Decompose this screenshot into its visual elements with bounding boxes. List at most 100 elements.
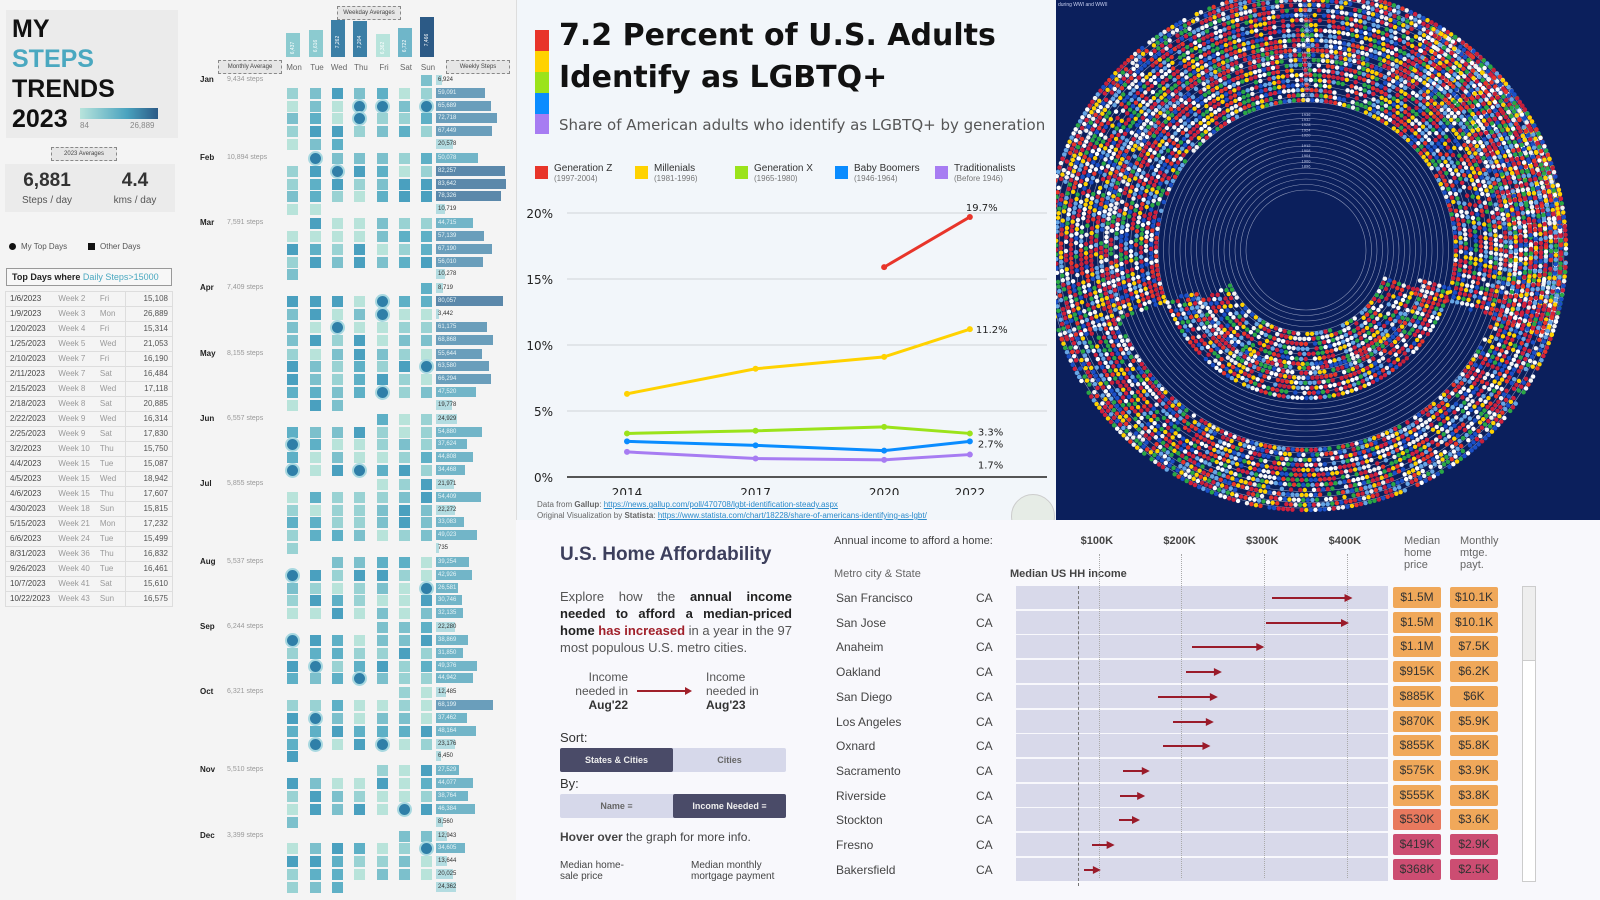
- data-point[interactable]: [624, 438, 630, 445]
- day-cell[interactable]: [399, 791, 410, 802]
- day-cell[interactable]: [354, 87, 365, 99]
- day-cell[interactable]: [399, 687, 410, 699]
- weekly-steps-bar[interactable]: [436, 374, 492, 385]
- top-day-row[interactable]: 4/30/2023 Week 18 Sun 15,815: [6, 502, 172, 517]
- top-day-cell[interactable]: [287, 465, 298, 476]
- day-cell[interactable]: [421, 178, 432, 190]
- day-cell[interactable]: [332, 673, 343, 685]
- day-cell[interactable]: [332, 660, 343, 672]
- day-cell[interactable]: [310, 309, 321, 320]
- data-point[interactable]: [752, 455, 759, 462]
- weekly-steps-bar[interactable]: [436, 479, 455, 489]
- day-cell[interactable]: [399, 660, 410, 672]
- day-cell[interactable]: [399, 582, 410, 594]
- day-cell[interactable]: [287, 204, 298, 216]
- day-cell[interactable]: [287, 243, 298, 255]
- data-point[interactable]: [881, 264, 888, 271]
- day-cell[interactable]: [310, 139, 321, 150]
- top-day-row[interactable]: 2/15/2023 Week 8 Wed 17,118: [6, 382, 172, 397]
- day-cell[interactable]: [421, 803, 432, 815]
- day-cell[interactable]: [287, 713, 298, 724]
- day-cell[interactable]: [399, 413, 410, 425]
- day-cell[interactable]: [421, 608, 432, 620]
- legend-item[interactable]: Traditionalists (Before 1946): [935, 163, 1015, 183]
- day-cell[interactable]: [310, 178, 321, 190]
- day-cell[interactable]: [399, 113, 410, 125]
- day-cell[interactable]: [287, 256, 298, 268]
- day-cell[interactable]: [287, 387, 298, 398]
- day-cell[interactable]: [287, 700, 298, 712]
- day-cell[interactable]: [354, 557, 365, 568]
- top-day-cell[interactable]: [310, 713, 321, 724]
- day-cell[interactable]: [399, 191, 410, 203]
- day-cell[interactable]: [310, 334, 321, 346]
- day-cell[interactable]: [421, 465, 432, 476]
- day-cell[interactable]: [332, 713, 343, 724]
- day-cell[interactable]: [310, 725, 321, 737]
- top-day-cell[interactable]: [354, 100, 365, 112]
- day-cell[interactable]: [377, 426, 388, 438]
- data-point[interactable]: [624, 448, 630, 455]
- day-cell[interactable]: [310, 191, 321, 203]
- weekly-steps-bar[interactable]: [436, 725, 477, 736]
- day-cell[interactable]: [332, 595, 343, 607]
- day-cell[interactable]: [310, 100, 321, 112]
- day-cell[interactable]: [332, 517, 343, 529]
- day-cell[interactable]: [287, 803, 298, 815]
- weekly-steps-bar[interactable]: [436, 75, 442, 85]
- day-cell[interactable]: [287, 530, 298, 542]
- day-cell[interactable]: [354, 569, 365, 581]
- day-cell[interactable]: [399, 218, 410, 230]
- day-cell[interactable]: [354, 517, 365, 529]
- day-cell[interactable]: [287, 504, 298, 516]
- day-cell[interactable]: [287, 843, 298, 855]
- day-cell[interactable]: [421, 479, 432, 490]
- day-cell[interactable]: [399, 321, 410, 333]
- day-cell[interactable]: [377, 256, 388, 268]
- weekly-steps-bar[interactable]: [436, 413, 457, 424]
- day-cell[interactable]: [421, 778, 432, 790]
- weekly-steps-bar[interactable]: [436, 321, 487, 332]
- day-cell[interactable]: [421, 426, 432, 438]
- day-cell[interactable]: [377, 374, 388, 386]
- day-cell[interactable]: [421, 635, 432, 646]
- day-cell[interactable]: [332, 778, 343, 790]
- day-cell[interactable]: [310, 635, 321, 646]
- day-cell[interactable]: [287, 881, 298, 893]
- top-day-row[interactable]: 2/25/2023 Week 9 Sat 17,830: [6, 427, 172, 442]
- day-cell[interactable]: [421, 530, 432, 542]
- day-cell[interactable]: [421, 75, 432, 86]
- day-cell[interactable]: [310, 204, 321, 216]
- weekly-steps-bar[interactable]: [436, 830, 447, 841]
- day-cell[interactable]: [421, 218, 432, 230]
- data-point[interactable]: [966, 430, 973, 437]
- day-cell[interactable]: [332, 452, 343, 464]
- day-cell[interactable]: [354, 153, 365, 164]
- day-cell[interactable]: [377, 165, 388, 177]
- day-cell[interactable]: [287, 374, 298, 386]
- top-day-cell[interactable]: [354, 113, 365, 125]
- data-point[interactable]: [881, 353, 888, 360]
- day-cell[interactable]: [421, 439, 432, 451]
- day-cell[interactable]: [310, 530, 321, 542]
- day-cell[interactable]: [377, 791, 388, 802]
- day-cell[interactable]: [310, 569, 321, 581]
- day-cell[interactable]: [399, 426, 410, 438]
- day-cell[interactable]: [354, 635, 365, 646]
- day-cell[interactable]: [354, 426, 365, 438]
- day-cell[interactable]: [377, 803, 388, 815]
- day-cell[interactable]: [399, 296, 410, 308]
- day-cell[interactable]: [310, 869, 321, 880]
- day-cell[interactable]: [287, 269, 298, 281]
- weekly-steps-bar[interactable]: [436, 139, 454, 149]
- top-day-row[interactable]: 1/6/2023 Week 2 Fri 15,108: [6, 292, 172, 307]
- day-cell[interactable]: [287, 178, 298, 190]
- day-cell[interactable]: [399, 869, 410, 880]
- day-cell[interactable]: [287, 869, 298, 880]
- day-cell[interactable]: [332, 635, 343, 646]
- day-cell[interactable]: [310, 803, 321, 815]
- day-cell[interactable]: [354, 361, 365, 373]
- weekly-steps-bar[interactable]: [436, 465, 465, 475]
- day-cell[interactable]: [377, 348, 388, 360]
- day-cell[interactable]: [377, 321, 388, 333]
